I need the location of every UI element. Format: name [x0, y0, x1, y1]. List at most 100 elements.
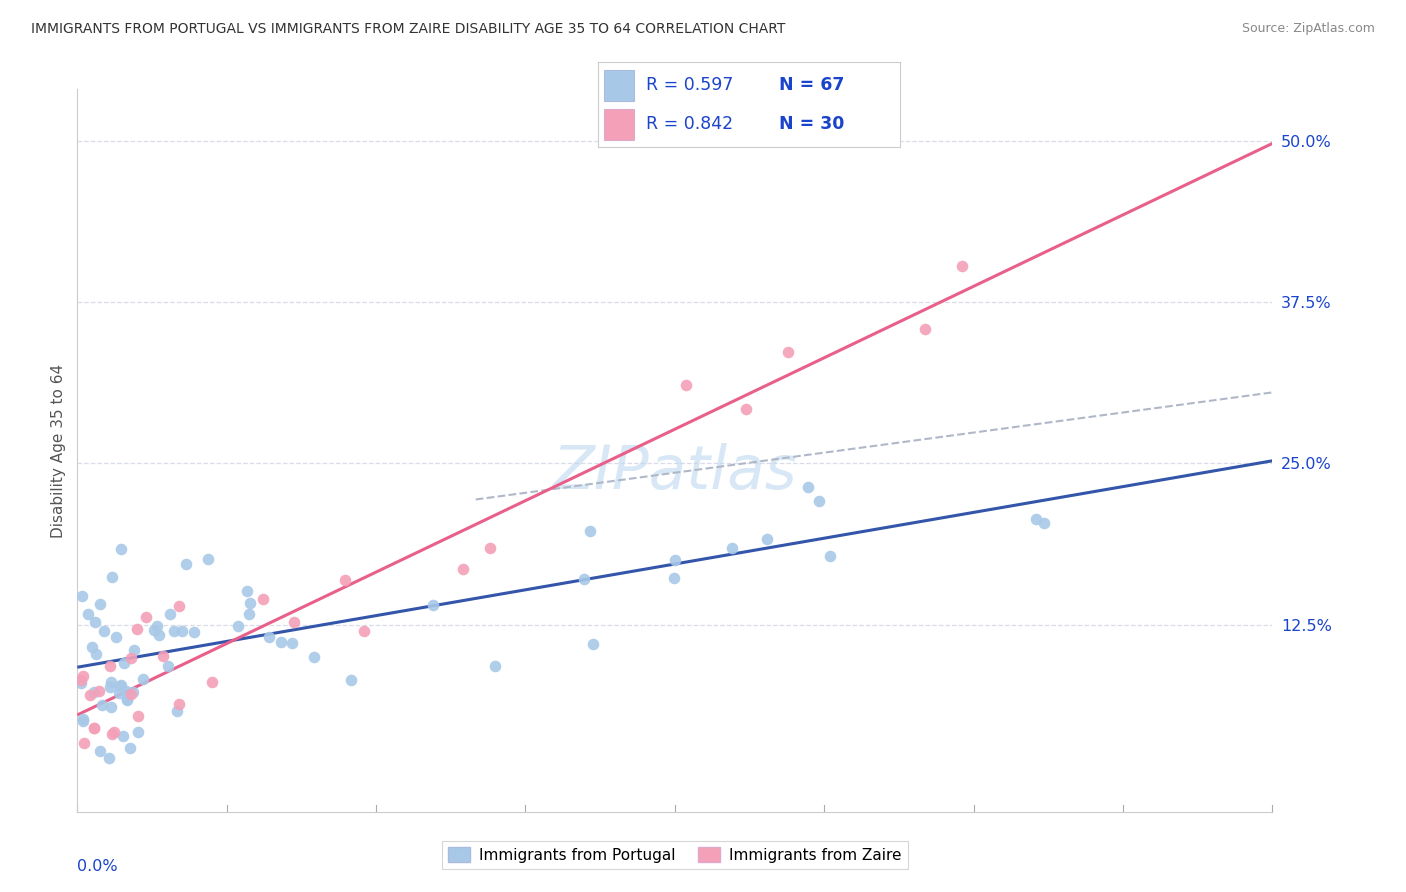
Point: [83, 685, 105, 699]
Point: [90, 698, 112, 713]
Point: [756, 532, 779, 546]
Point: [152, 648, 174, 663]
Point: [236, 583, 259, 598]
Point: [127, 709, 149, 723]
Point: [914, 322, 936, 336]
Point: [1025, 512, 1047, 526]
Point: [100, 570, 122, 584]
Point: [72, 712, 94, 726]
Point: [70, 590, 93, 604]
Point: [808, 493, 831, 508]
Point: [98, 659, 121, 673]
Point: [664, 552, 686, 566]
Point: [103, 725, 125, 739]
Point: [98, 680, 121, 694]
Point: [353, 624, 375, 638]
Point: [83, 721, 105, 735]
Point: [797, 480, 820, 494]
Text: R = 0.842: R = 0.842: [645, 115, 733, 133]
Point: [201, 674, 224, 689]
Point: [259, 630, 281, 644]
Point: [127, 725, 149, 739]
FancyBboxPatch shape: [603, 109, 634, 139]
Point: [89, 597, 111, 611]
Text: N = 67: N = 67: [779, 77, 844, 95]
Point: [120, 740, 142, 755]
Point: [174, 558, 197, 572]
Point: [484, 658, 506, 673]
Point: [950, 259, 973, 273]
Point: [1032, 516, 1054, 530]
Point: [422, 598, 444, 612]
Point: [572, 572, 595, 586]
Point: [145, 619, 167, 633]
Text: Source: ZipAtlas.com: Source: ZipAtlas.com: [1241, 22, 1375, 36]
Point: [281, 636, 304, 650]
Point: [110, 541, 132, 556]
Point: [111, 729, 134, 743]
Y-axis label: Disability Age 35 to 64: Disability Age 35 to 64: [51, 363, 66, 538]
Point: [100, 675, 122, 690]
Point: [148, 628, 170, 642]
Point: [776, 345, 799, 359]
Point: [582, 637, 605, 651]
Point: [818, 549, 841, 564]
Point: [72, 714, 94, 729]
FancyBboxPatch shape: [603, 70, 634, 101]
Text: R = 0.597: R = 0.597: [645, 77, 734, 95]
Text: N = 30: N = 30: [779, 115, 844, 133]
Point: [340, 673, 363, 688]
Point: [479, 541, 502, 556]
Point: [83, 721, 105, 735]
Point: [80, 640, 103, 654]
Legend: Immigrants from Portugal, Immigrants from Zaire: Immigrants from Portugal, Immigrants fro…: [443, 841, 907, 869]
Point: [183, 625, 205, 640]
Point: [157, 658, 180, 673]
Point: [238, 607, 260, 621]
Point: [270, 634, 292, 648]
Point: [132, 672, 155, 686]
Text: IMMIGRANTS FROM PORTUGAL VS IMMIGRANTS FROM ZAIRE DISABILITY AGE 35 TO 64 CORREL: IMMIGRANTS FROM PORTUGAL VS IMMIGRANTS F…: [31, 22, 786, 37]
Point: [120, 687, 142, 701]
Point: [675, 378, 697, 392]
Point: [70, 673, 93, 687]
Point: [721, 541, 744, 555]
Point: [252, 592, 274, 607]
Point: [302, 649, 325, 664]
Point: [100, 700, 122, 714]
Point: [73, 736, 96, 750]
Point: [121, 685, 143, 699]
Point: [662, 571, 685, 585]
Point: [112, 656, 135, 670]
Point: [121, 650, 143, 665]
Point: [84, 647, 107, 661]
Point: [124, 642, 146, 657]
Point: [115, 692, 138, 706]
Point: [110, 679, 132, 693]
Point: [125, 622, 148, 636]
Point: [453, 562, 475, 576]
Point: [93, 624, 115, 639]
Point: [734, 401, 756, 416]
Point: [283, 615, 305, 630]
Point: [197, 552, 219, 566]
Point: [166, 704, 188, 718]
Text: ZIPatlas: ZIPatlas: [553, 442, 797, 501]
Point: [110, 678, 132, 692]
Point: [239, 596, 262, 610]
Point: [172, 624, 194, 638]
Point: [114, 683, 136, 698]
Text: 0.0%: 0.0%: [77, 859, 118, 873]
Point: [97, 750, 120, 764]
Point: [163, 624, 186, 639]
Point: [70, 676, 93, 690]
Point: [333, 574, 356, 588]
Point: [72, 669, 94, 683]
Point: [579, 524, 602, 538]
Point: [83, 615, 105, 629]
Point: [89, 744, 111, 758]
Point: [115, 693, 138, 707]
Point: [107, 686, 129, 700]
Point: [104, 630, 127, 644]
Point: [89, 684, 111, 698]
